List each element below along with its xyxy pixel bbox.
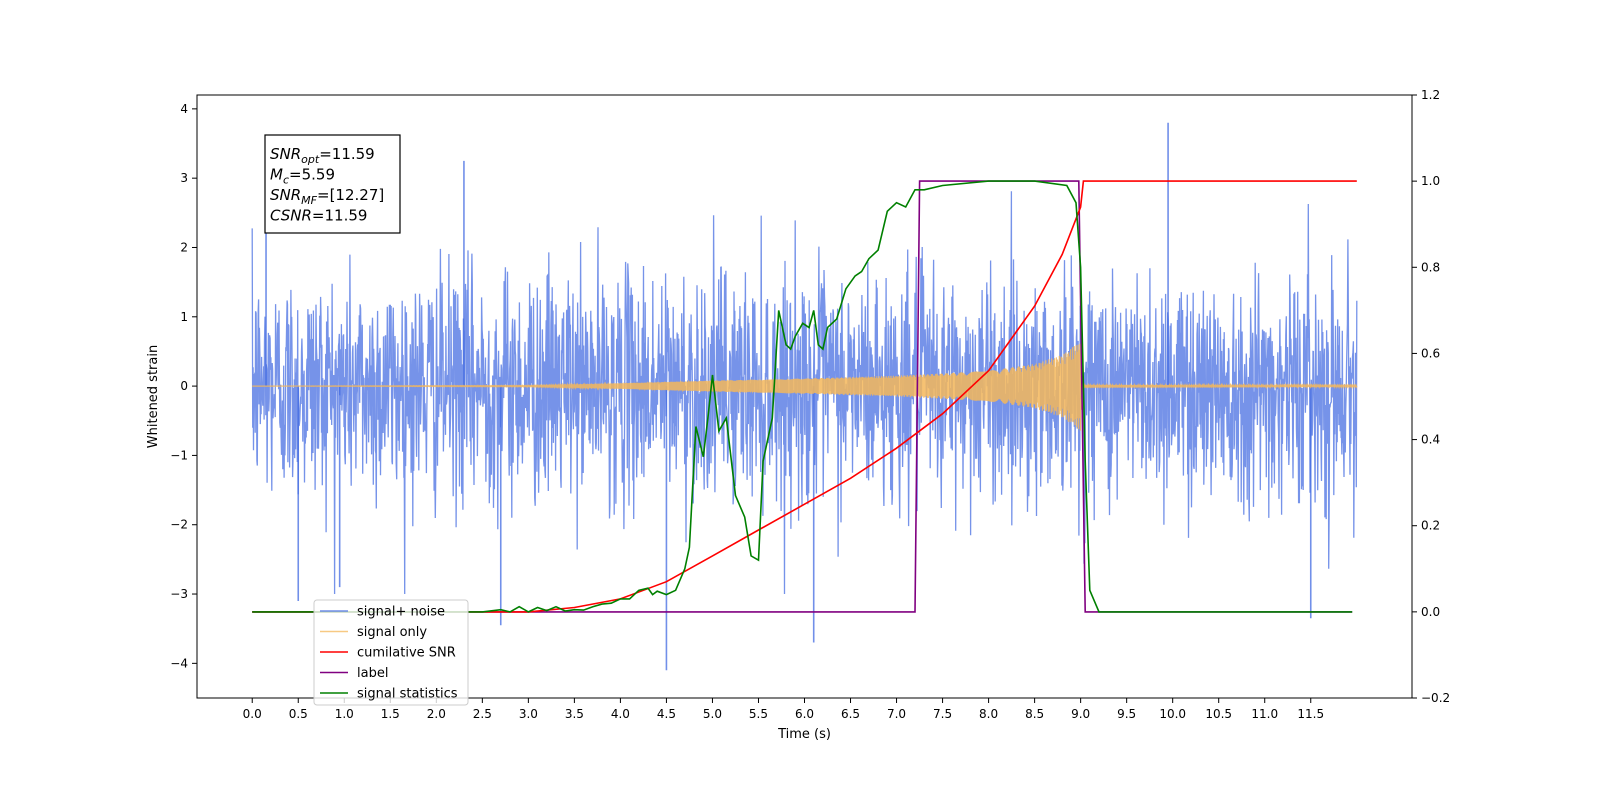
x-tick-label: 11.5 — [1297, 707, 1324, 721]
series-cumilative-snr-line — [252, 180, 1357, 613]
x-tick-label: 2.5 — [473, 707, 492, 721]
left-y-tick-label: 2 — [180, 240, 188, 254]
x-tick-label: 9.0 — [1071, 707, 1090, 721]
annotation-line: SNRopt=11.59 — [270, 145, 375, 166]
legend-label-label: label — [357, 666, 388, 681]
stats-annotation-box: SNRopt=11.59Mc=5.59SNRMF=[12.27]CSNR=11.… — [264, 134, 401, 234]
x-axis-label: Time (s) — [777, 727, 831, 742]
x-tick-label: 9.5 — [1117, 707, 1136, 721]
x-tick-label: 2.0 — [427, 707, 446, 721]
x-tick-label: 8.5 — [1025, 707, 1044, 721]
left-y-tick-label: 0 — [180, 379, 188, 393]
right-y-tick-label: 0.8 — [1421, 260, 1440, 274]
right-y-tick-label: 0.4 — [1421, 433, 1440, 447]
left-y-axis-label: Whitened strain — [146, 345, 161, 448]
legend-label-cumilative-snr: cumilative SNR — [357, 646, 456, 661]
left-y-tick-label: 1 — [180, 310, 188, 324]
left-y-tick-label: −3 — [170, 587, 188, 601]
x-axis: 0.0 0.5 1.0 1.5 2.0 2.5 3.0 3.5 4.0 4.5 5.0 5.5 6.0 6… — [243, 698, 1324, 721]
x-tick-label: 3.5 — [565, 707, 584, 721]
series-signal-only-line — [252, 343, 1358, 431]
right-y-tick-label: −0.2 — [1421, 691, 1450, 705]
x-tick-label: 1.0 — [335, 707, 354, 721]
left-y-tick-label: −1 — [170, 448, 188, 462]
right-y-axis: −0.2 0.0 0.2 0.4 0.6 0.8 1.0 1.2 — [1412, 88, 1450, 705]
right-y-tick-label: 0.6 — [1421, 346, 1440, 360]
right-y-tick-label: 0.2 — [1421, 519, 1440, 533]
x-tick-label: 8.0 — [979, 707, 998, 721]
x-tick-label: 5.0 — [703, 707, 722, 721]
x-tick-label: 11.0 — [1251, 707, 1278, 721]
series-signal-statistics-line — [252, 180, 1353, 613]
x-tick-label: 5.5 — [749, 707, 768, 721]
x-tick-label: 7.0 — [887, 707, 906, 721]
x-tick-label: 4.0 — [611, 707, 630, 721]
left-y-tick-label: −4 — [170, 656, 188, 670]
x-tick-label: 4.5 — [657, 707, 676, 721]
left-y-tick-label: 4 — [180, 102, 188, 116]
series-signal-noise-line — [251, 191, 1358, 595]
annotation-line: SNRMF=[12.27] — [270, 186, 384, 207]
annotation-line: CSNR=11.59 — [270, 207, 367, 225]
annotation-box-frame — [264, 134, 401, 234]
legend-label-signal-only: signal only — [357, 625, 427, 640]
annotation-line: Mc=5.59 — [270, 166, 335, 187]
x-tick-label: 10.5 — [1205, 707, 1232, 721]
x-tick-label: 6.0 — [795, 707, 814, 721]
legend-label-signal-statistics: signal statistics — [357, 687, 458, 702]
left-y-axis: −4 −3 −2 −1 0 1 2 3 4 — [170, 102, 197, 670]
x-tick-label: 0.5 — [289, 707, 308, 721]
x-tick-label: 10.0 — [1159, 707, 1186, 721]
x-tick-label: 6.5 — [841, 707, 860, 721]
legend-label-signal-noise: signal+ noise — [357, 605, 445, 620]
left-y-tick-label: 3 — [180, 171, 188, 185]
right-y-tick-label: 1.0 — [1421, 174, 1440, 188]
legend-frame — [313, 599, 469, 706]
x-tick-label: 1.5 — [381, 707, 400, 721]
left-y-tick-label: −2 — [170, 518, 188, 532]
series-layer — [251, 122, 1358, 671]
legend: signal+ noise signal only cumilative SNR la… — [313, 599, 469, 706]
right-y-tick-label: 0.0 — [1421, 605, 1440, 619]
x-tick-label: 7.5 — [933, 707, 952, 721]
x-tick-label: 0.0 — [243, 707, 262, 721]
right-y-tick-label: 1.2 — [1421, 88, 1440, 102]
x-tick-label: 3.0 — [519, 707, 538, 721]
